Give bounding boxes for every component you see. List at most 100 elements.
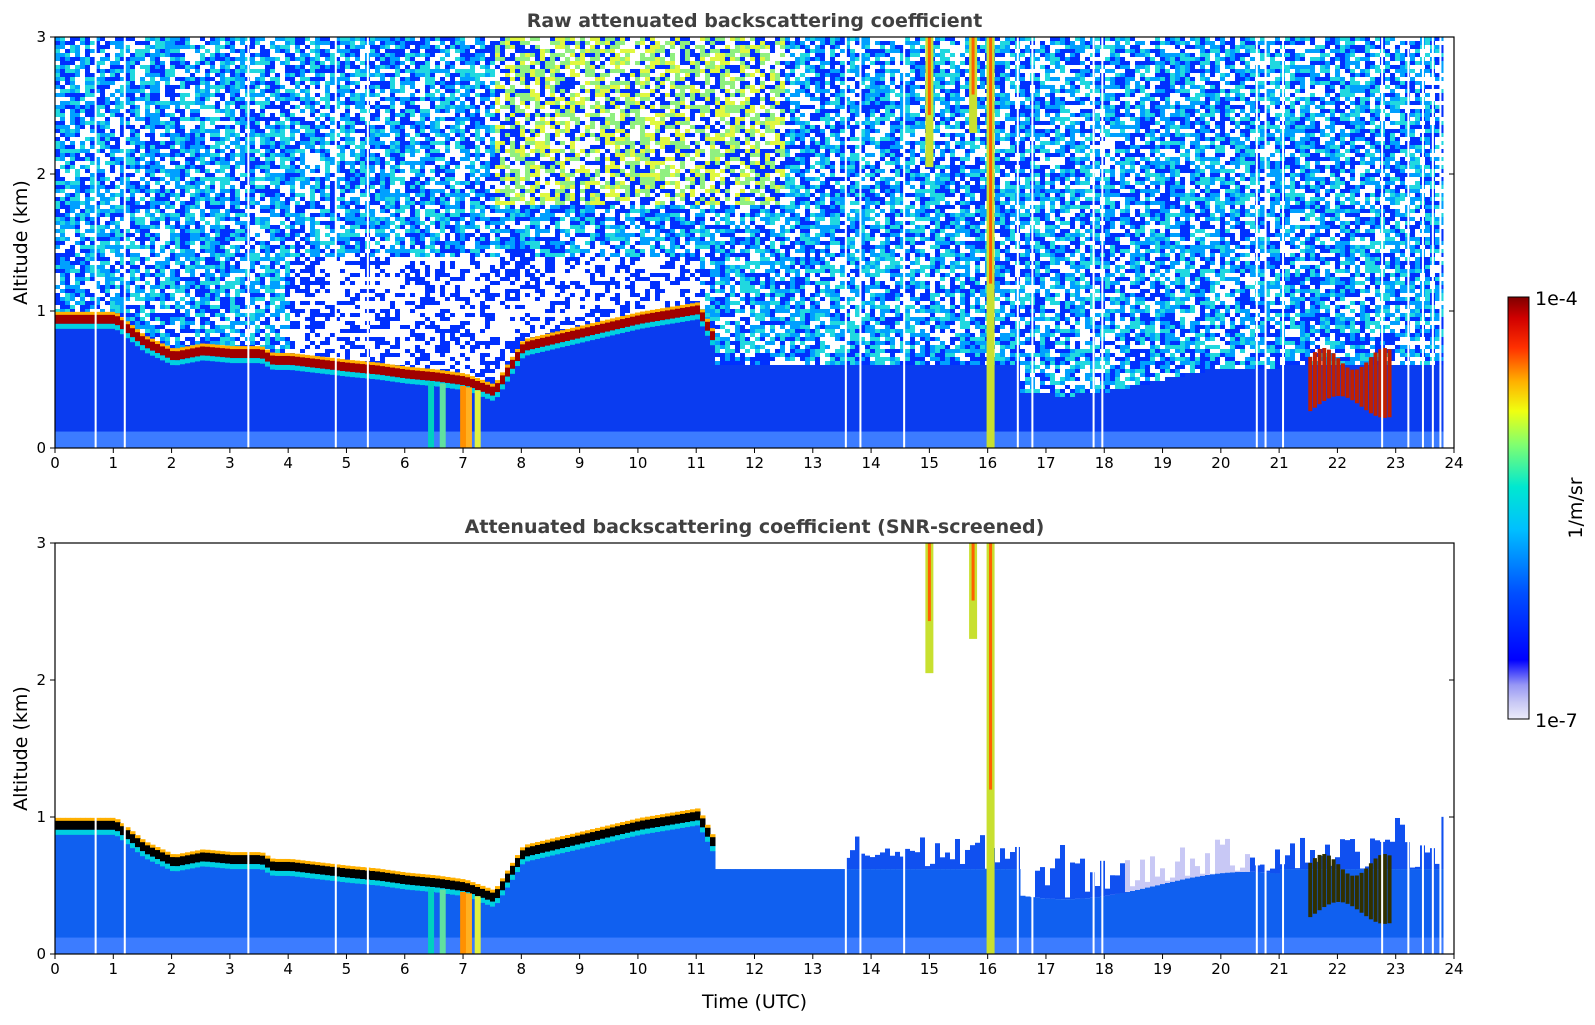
noise-pixel xyxy=(260,217,265,221)
noise-pixel xyxy=(355,45,360,49)
noise-pixel xyxy=(295,41,300,45)
noise-pixel xyxy=(100,53,105,57)
noise-pixel xyxy=(280,177,285,181)
noise-pixel xyxy=(310,249,315,253)
noise-pixel xyxy=(185,97,190,101)
noise-pixel xyxy=(110,261,115,265)
noise-pixel xyxy=(280,53,285,57)
noise-pixel xyxy=(150,297,155,301)
noise-pixel xyxy=(185,81,190,85)
noise-pixel xyxy=(180,245,185,249)
noise-pixel xyxy=(345,65,350,69)
noise-pixel xyxy=(115,273,120,277)
noise-pixel xyxy=(230,197,235,201)
bl-top-band xyxy=(160,346,166,355)
noise-pixel xyxy=(200,165,205,169)
noise-pixel xyxy=(215,241,220,245)
noise-pixel xyxy=(295,93,300,97)
noise-pixel xyxy=(270,169,275,173)
noise-pixel xyxy=(285,209,290,213)
noise-pixel xyxy=(205,117,210,121)
noise-pixel xyxy=(290,141,295,145)
noise-pixel xyxy=(180,69,185,73)
noise-pixel xyxy=(265,325,270,329)
noise-pixel xyxy=(155,165,160,169)
noise-pixel xyxy=(180,41,185,45)
noise-pixel xyxy=(200,265,205,269)
noise-pixel xyxy=(165,269,170,273)
noise-pixel xyxy=(315,265,320,269)
noise-pixel xyxy=(155,185,160,189)
noise-pixel xyxy=(305,345,310,349)
noise-pixel xyxy=(345,137,350,141)
noise-pixel xyxy=(140,85,145,89)
noise-pixel xyxy=(275,225,280,229)
noise-pixel xyxy=(180,85,185,89)
noise-pixel xyxy=(265,97,270,101)
noise-pixel xyxy=(315,57,320,61)
noise-pixel xyxy=(305,101,310,105)
noise-pixel xyxy=(185,45,190,49)
noise-pixel xyxy=(305,269,310,273)
noise-pixel xyxy=(325,301,330,305)
noise-pixel xyxy=(160,101,165,105)
noise-pixel xyxy=(315,181,320,185)
noise-pixel xyxy=(85,281,90,285)
noise-pixel xyxy=(185,301,190,305)
noise-pixel xyxy=(80,233,85,237)
noise-pixel xyxy=(225,77,230,81)
noise-pixel xyxy=(285,309,290,313)
noise-pixel xyxy=(175,281,180,285)
noise-pixel xyxy=(140,309,145,313)
noise-pixel xyxy=(235,269,240,273)
noise-pixel xyxy=(140,133,145,137)
noise-pixel xyxy=(195,309,200,313)
noise-pixel xyxy=(225,145,230,149)
noise-pixel xyxy=(305,97,310,101)
noise-pixel xyxy=(225,185,230,189)
noise-pixel xyxy=(75,189,80,193)
noise-pixel xyxy=(250,77,255,81)
noise-pixel xyxy=(315,229,320,233)
noise-pixel xyxy=(275,109,280,113)
noise-pixel xyxy=(195,205,200,209)
noise-pixel xyxy=(255,141,260,145)
noise-pixel xyxy=(320,193,325,197)
noise-pixel xyxy=(100,117,105,121)
noise-pixel xyxy=(235,141,240,145)
noise-pixel xyxy=(85,265,90,269)
noise-pixel xyxy=(295,129,300,133)
noise-pixel xyxy=(315,333,320,337)
aerosol-column xyxy=(115,319,121,448)
noise-pixel xyxy=(250,237,255,241)
noise-pixel xyxy=(150,245,155,249)
noise-pixel xyxy=(300,261,305,265)
noise-pixel xyxy=(340,105,345,109)
noise-pixel xyxy=(310,345,315,349)
noise-pixel xyxy=(175,97,180,101)
noise-pixel xyxy=(195,325,200,329)
noise-pixel xyxy=(270,141,275,145)
noise-pixel xyxy=(90,53,95,57)
noise-pixel xyxy=(155,193,160,197)
noise-pixel xyxy=(55,137,60,141)
noise-pixel xyxy=(225,253,230,257)
noise-pixel xyxy=(165,177,170,181)
noise-pixel xyxy=(260,41,265,45)
noise-pixel xyxy=(250,317,255,321)
noise-pixel xyxy=(290,73,295,77)
noise-pixel xyxy=(320,45,325,49)
noise-pixel xyxy=(135,85,140,89)
noise-pixel xyxy=(255,289,260,293)
noise-pixel xyxy=(75,221,80,225)
noise-pixel xyxy=(135,121,140,125)
noise-pixel xyxy=(295,65,300,69)
noise-pixel xyxy=(190,301,195,305)
noise-pixel xyxy=(90,273,95,277)
noise-pixel xyxy=(210,85,215,89)
noise-pixel xyxy=(225,197,230,201)
noise-pixel xyxy=(185,105,190,109)
noise-pixel xyxy=(205,101,210,105)
noise-pixel xyxy=(290,285,295,289)
noise-pixel xyxy=(300,173,305,177)
